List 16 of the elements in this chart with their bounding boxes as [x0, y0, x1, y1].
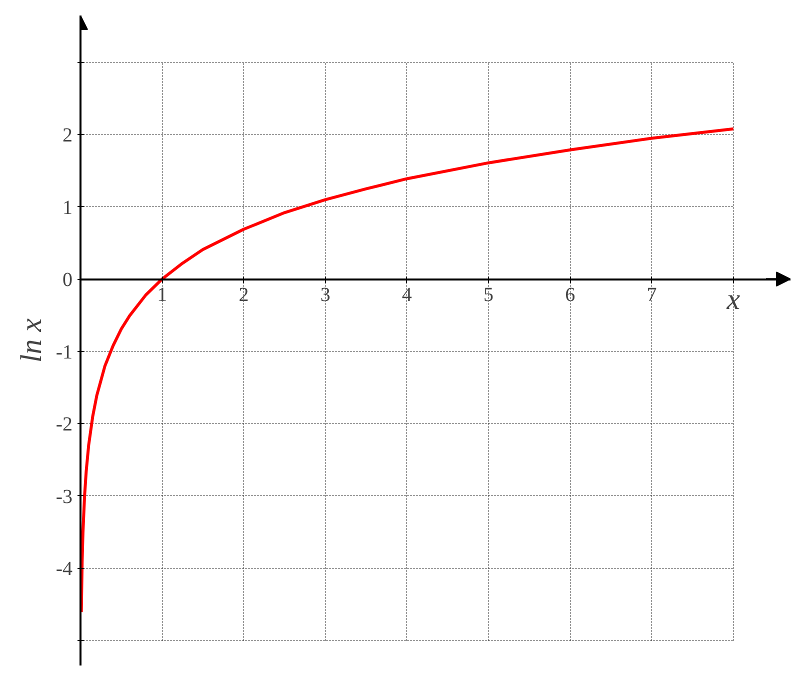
- x-axis-title: x: [726, 283, 741, 316]
- x-tick-label: 2: [238, 284, 249, 306]
- x-tick-label: 7: [646, 284, 657, 306]
- x-tick-label: 5: [484, 284, 494, 306]
- x-tick-label: 6: [565, 284, 576, 306]
- y-tick-label: -3: [56, 486, 73, 508]
- y-tick-label: 0: [62, 269, 72, 292]
- x-tick-label: 1: [157, 284, 168, 306]
- x-tick-label: 4: [402, 284, 412, 306]
- y-tick-label: 1: [62, 196, 72, 219]
- y-tick-label: -4: [56, 558, 73, 580]
- y-tick-label: -1: [56, 341, 73, 364]
- y-tick-label: -2: [56, 414, 73, 436]
- y-axis-title: ln x: [14, 318, 48, 363]
- x-tick-label: 3: [320, 284, 330, 306]
- y-tick-label: 2: [62, 124, 72, 147]
